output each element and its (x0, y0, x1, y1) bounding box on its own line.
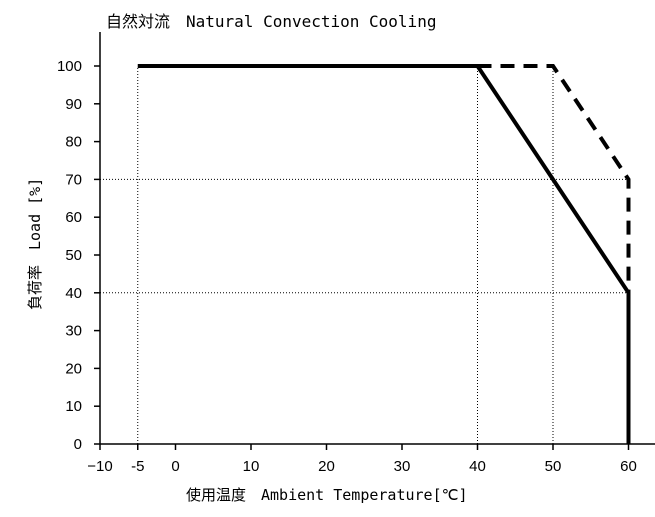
x-tick-label: 0 (171, 458, 179, 475)
y-axis-label: 負荷率 Load [%] (26, 178, 44, 310)
y-tick-label: 40 (65, 285, 82, 302)
x-tick-label: 50 (545, 458, 562, 475)
y-tick-label: 90 (65, 96, 82, 113)
series-group (137, 64, 631, 444)
x-axis-label: 使用温度 Ambient Temperature[℃] (186, 486, 468, 504)
y-tick-label: 0 (74, 436, 82, 453)
series-line-solid (137, 64, 631, 444)
x-tick-label: -5 (131, 458, 144, 475)
x-ticks: −10 -5 0 10 20 30 40 50 60 (87, 444, 637, 475)
y-tick-label: 20 (65, 360, 82, 377)
y-tick-label: 100 (57, 58, 82, 75)
y-tick-label: 60 (65, 209, 82, 226)
x-tick-label: 10 (243, 458, 260, 475)
y-tick-label: 10 (65, 398, 82, 415)
chart-title: 自然対流 Natural Convection Cooling (106, 12, 436, 31)
axes (99, 32, 655, 445)
x-tick-label: 40 (469, 458, 486, 475)
y-tick-label: 50 (65, 247, 82, 264)
x-tick-label: 30 (394, 458, 411, 475)
x-tick-label: 20 (318, 458, 335, 475)
x-tick-label: −10 (87, 458, 112, 475)
reference-lines (100, 66, 629, 444)
y-tick-label: 70 (65, 171, 82, 188)
series-line-dashed (477, 64, 631, 444)
x-tick-label: 60 (620, 458, 637, 475)
y-tick-label: 80 (65, 134, 82, 151)
y-ticks: 0 10 20 30 40 50 60 70 80 90 100 (57, 58, 100, 453)
y-tick-label: 30 (65, 323, 82, 340)
